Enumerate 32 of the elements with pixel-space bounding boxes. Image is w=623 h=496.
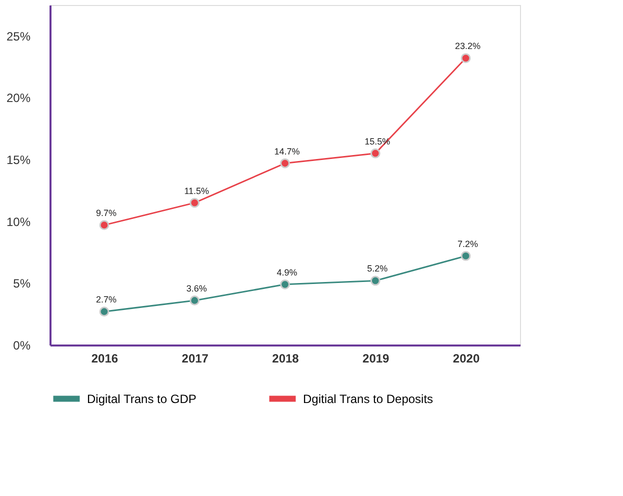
data-label: 5.2% bbox=[367, 264, 388, 274]
point bbox=[460, 251, 471, 261]
y-tick-label: 10% bbox=[6, 214, 31, 229]
data-label: 14.7% bbox=[274, 146, 300, 156]
x-tick-label: 2020 bbox=[452, 352, 480, 366]
data-label: 2.7% bbox=[96, 294, 116, 305]
y-tick-label: 5% bbox=[13, 276, 31, 291]
point bbox=[370, 148, 380, 158]
point bbox=[280, 158, 290, 168]
point bbox=[370, 276, 380, 286]
x-tick-label: 2016 bbox=[91, 352, 118, 366]
x-tick-label: 2018 bbox=[272, 352, 300, 366]
data-label: 11.5% bbox=[184, 186, 210, 196]
point bbox=[460, 53, 471, 64]
data-label: 3.6% bbox=[186, 283, 207, 294]
data-label: 4.9% bbox=[276, 267, 298, 278]
point bbox=[99, 220, 110, 230]
y-tick-label: 15% bbox=[6, 153, 31, 168]
x-tick-label: 2019 bbox=[362, 352, 390, 366]
y-tick-label: 20% bbox=[6, 91, 31, 106]
data-label: 23.2% bbox=[455, 41, 481, 52]
data-label: 9.7% bbox=[96, 208, 116, 218]
legend-label: Dgitial Trans to Deposits bbox=[303, 392, 434, 406]
point bbox=[190, 296, 200, 306]
point bbox=[99, 306, 110, 317]
point bbox=[190, 198, 200, 208]
legend-label: Digital Trans to GDP bbox=[87, 392, 196, 406]
x-tick-label: 2017 bbox=[182, 352, 209, 366]
data-label: 7.2% bbox=[458, 238, 478, 249]
point bbox=[280, 279, 290, 290]
y-tick-label: 0% bbox=[13, 338, 31, 352]
y-tick-label: 25% bbox=[6, 29, 31, 44]
